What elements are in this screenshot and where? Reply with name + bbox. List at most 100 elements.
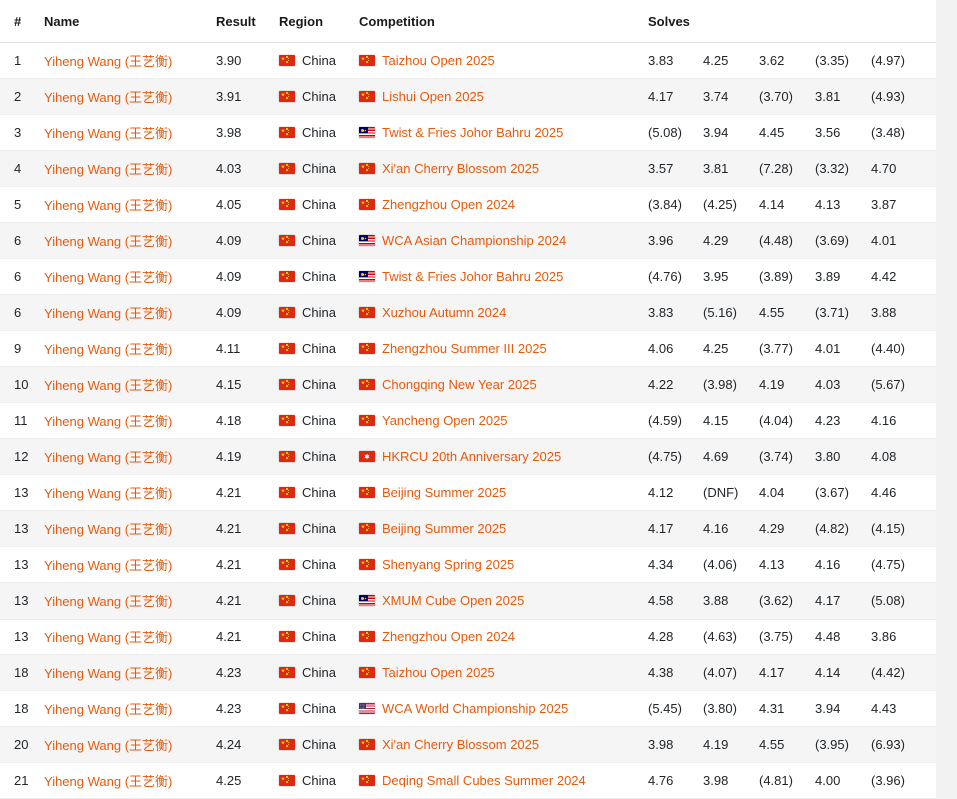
cell-result: 4.25	[216, 762, 279, 799]
person-link[interactable]: Yiheng Wang (王艺衡)	[44, 234, 173, 249]
cell-solve-2: (5.16)	[703, 294, 759, 331]
cell-rank: 5	[0, 186, 44, 223]
column-header-result[interactable]: Result	[216, 0, 279, 43]
cell-rank: 4	[0, 150, 44, 187]
person-link[interactable]: Yiheng Wang (王艺衡)	[44, 594, 173, 609]
cell-result: 4.19	[216, 438, 279, 475]
region-label: China	[302, 161, 336, 176]
person-link[interactable]: Yiheng Wang (王艺衡)	[44, 270, 173, 285]
competition-link[interactable]: XMUM Cube Open 2025	[382, 593, 525, 608]
competition-link[interactable]: Taizhou Open 2025	[382, 53, 495, 68]
cell-solve-5: (3.48)	[871, 114, 937, 151]
competition-link[interactable]: Twist & Fries Johor Bahru 2025	[382, 125, 564, 140]
cell-solve-3: 4.55	[759, 726, 815, 763]
person-link[interactable]: Yiheng Wang (王艺衡)	[44, 774, 173, 789]
cell-solve-5: (5.67)	[871, 366, 937, 403]
cell-solve-1: 4.12	[648, 474, 703, 511]
region-label: China	[302, 701, 336, 716]
person-link[interactable]: Yiheng Wang (王艺衡)	[44, 450, 173, 465]
person-link[interactable]: Yiheng Wang (王艺衡)	[44, 558, 173, 573]
person-link[interactable]: Yiheng Wang (王艺衡)	[44, 342, 173, 357]
competition-link[interactable]: WCA World Championship 2025	[382, 701, 569, 716]
competition-link[interactable]: Zhengzhou Open 2024	[382, 629, 515, 644]
column-header-competition[interactable]: Competition	[359, 0, 648, 43]
competition-link[interactable]: Taizhou Open 2025	[382, 665, 495, 680]
competition-link[interactable]: Beijing Summer 2025	[382, 485, 507, 500]
person-link[interactable]: Yiheng Wang (王艺衡)	[44, 90, 173, 105]
person-link[interactable]: Yiheng Wang (王艺衡)	[44, 738, 173, 753]
flag-icon-china	[359, 667, 375, 678]
cell-result: 4.23	[216, 690, 279, 727]
competition-link[interactable]: Zhengzhou Open 2024	[382, 197, 515, 212]
table-row: 21 Yiheng Wang (王艺衡) 4.25 China Deqing Small…	[0, 762, 937, 799]
competition-link[interactable]: Chongqing New Year 2025	[382, 377, 537, 392]
competition-link[interactable]: Shenyang Spring 2025	[382, 557, 515, 572]
flag-icon-china	[279, 667, 295, 678]
competition-link[interactable]: Xuzhou Autumn 2024	[382, 305, 507, 320]
region-label: China	[302, 305, 336, 320]
flag-icon-china	[279, 739, 295, 750]
cell-solve-1: 4.22	[648, 366, 703, 403]
region-label: China	[302, 269, 336, 284]
cell-rank: 12	[0, 438, 44, 475]
competition-link[interactable]: Deqing Small Cubes Summer 2024	[382, 773, 586, 788]
person-link[interactable]: Yiheng Wang (王艺衡)	[44, 522, 173, 537]
column-header-region[interactable]: Region	[279, 0, 359, 43]
table-row: 10 Yiheng Wang (王艺衡) 4.15 China Chongqing Ne…	[0, 366, 937, 403]
flag-icon-united-states	[359, 703, 375, 714]
flag-icon-china	[359, 559, 375, 570]
cell-solve-2: 3.94	[703, 114, 759, 151]
competition-link[interactable]: Zhengzhou Summer III 2025	[382, 341, 547, 356]
person-link[interactable]: Yiheng Wang (王艺衡)	[44, 378, 173, 393]
table-header: # Name Result Region Competition Solves	[0, 0, 937, 43]
competition-link[interactable]: WCA Asian Championship 2024	[382, 233, 567, 248]
cell-solve-2: (4.06)	[703, 546, 759, 583]
person-link[interactable]: Yiheng Wang (王艺衡)	[44, 486, 173, 501]
competition-link[interactable]: Xi'an Cherry Blossom 2025	[382, 737, 540, 752]
table-row: 2 Yiheng Wang (王艺衡) 3.91 China Lishui Open 2…	[0, 78, 937, 115]
competition-link[interactable]: Twist & Fries Johor Bahru 2025	[382, 269, 564, 284]
person-link[interactable]: Yiheng Wang (王艺衡)	[44, 126, 173, 141]
cell-rank: 6	[0, 222, 44, 259]
cell-solve-3: (3.75)	[759, 618, 815, 655]
cell-solve-1: 3.96	[648, 222, 703, 259]
person-link[interactable]: Yiheng Wang (王艺衡)	[44, 54, 173, 69]
person-link[interactable]: Yiheng Wang (王艺衡)	[44, 162, 173, 177]
competition-link[interactable]: Beijing Summer 2025	[382, 521, 507, 536]
cell-solve-5: 4.46	[871, 474, 937, 511]
table-row: 6 Yiheng Wang (王艺衡) 4.09 China Twist & Fries…	[0, 258, 937, 295]
cell-competition: Twist & Fries Johor Bahru 2025	[359, 114, 648, 151]
cell-region: China	[279, 114, 359, 151]
cell-solve-2: (3.80)	[703, 690, 759, 727]
cell-region: China	[279, 186, 359, 223]
person-link[interactable]: Yiheng Wang (王艺衡)	[44, 630, 173, 645]
cell-solve-3: 4.45	[759, 114, 815, 151]
cell-solve-4: (3.69)	[815, 222, 871, 259]
cell-name: Yiheng Wang (王艺衡)	[44, 78, 216, 115]
cell-solve-5: 3.87	[871, 186, 937, 223]
cell-result: 4.03	[216, 150, 279, 187]
cell-result: 3.90	[216, 42, 279, 79]
column-header-name[interactable]: Name	[44, 0, 216, 43]
person-link[interactable]: Yiheng Wang (王艺衡)	[44, 306, 173, 321]
competition-link[interactable]: Lishui Open 2025	[382, 89, 484, 104]
person-link[interactable]: Yiheng Wang (王艺衡)	[44, 702, 173, 717]
competition-link[interactable]: HKRCU 20th Anniversary 2025	[382, 449, 562, 464]
results-page: # Name Result Region Competition Solves …	[0, 0, 937, 799]
cell-region: China	[279, 222, 359, 259]
cell-rank: 6	[0, 294, 44, 331]
header-row: # Name Result Region Competition Solves	[0, 0, 937, 43]
cell-solve-1: 4.34	[648, 546, 703, 583]
cell-solve-1: (3.84)	[648, 186, 703, 223]
region-label: China	[302, 89, 336, 104]
competition-link[interactable]: Yancheng Open 2025	[382, 413, 508, 428]
cell-solve-3: (7.28)	[759, 150, 815, 187]
person-link[interactable]: Yiheng Wang (王艺衡)	[44, 666, 173, 681]
person-link[interactable]: Yiheng Wang (王艺衡)	[44, 414, 173, 429]
person-link[interactable]: Yiheng Wang (王艺衡)	[44, 198, 173, 213]
column-header-rank[interactable]: #	[0, 0, 44, 43]
cell-result: 4.24	[216, 726, 279, 763]
table-row: 18 Yiheng Wang (王艺衡) 4.23 China WCA World Ch…	[0, 690, 937, 727]
cell-name: Yiheng Wang (王艺衡)	[44, 330, 216, 367]
competition-link[interactable]: Xi'an Cherry Blossom 2025	[382, 161, 540, 176]
